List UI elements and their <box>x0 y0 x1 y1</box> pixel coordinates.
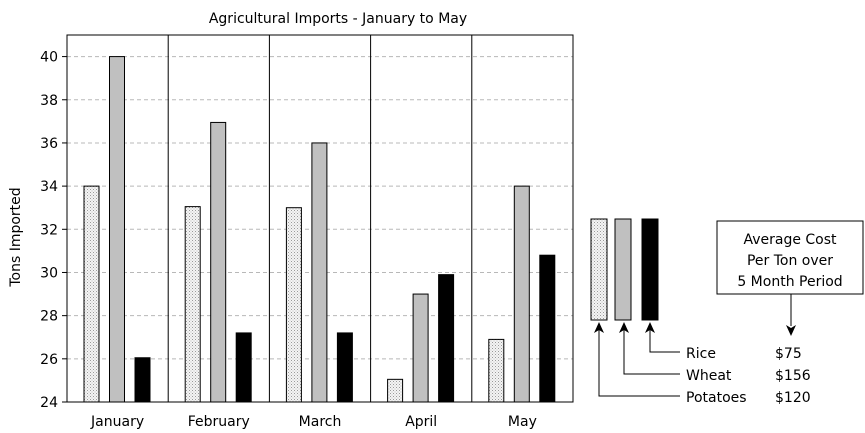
arrow-icon <box>619 322 629 333</box>
legend-swatch-wheat <box>614 218 632 321</box>
x-tick-label: January <box>90 414 144 430</box>
cost-box <box>716 220 864 295</box>
bar-wheat-january <box>109 56 125 403</box>
bar-potatoes-january <box>83 185 100 403</box>
legend-swatch-rice <box>641 218 659 321</box>
legend-leader-potatoes <box>598 326 680 397</box>
y-tick-label: 40 <box>40 50 58 66</box>
arrow-down-icon <box>786 325 796 336</box>
y-tick-label: 24 <box>40 395 58 411</box>
y-tick-label: 34 <box>40 179 58 195</box>
cost-box-line-3: 5 Month Period <box>737 274 842 290</box>
chart-title: Agricultural Imports - January to May <box>209 11 467 27</box>
bar-rice-march <box>336 332 353 403</box>
legend-swatch-potatoes <box>590 218 608 321</box>
y-tick-label: 30 <box>40 265 58 281</box>
legend-leader-rice <box>649 326 680 353</box>
bar-wheat-april <box>412 293 429 403</box>
x-tick-label: February <box>188 414 250 430</box>
bar-potatoes-may <box>488 338 505 403</box>
arrow-icon <box>594 322 604 333</box>
y-axis-label: Tons Imported <box>8 187 24 287</box>
y-tick-label: 36 <box>40 136 58 152</box>
cost-box-line-1: Average Cost <box>743 232 837 248</box>
legend-label-potatoes: Potatoes <box>686 390 747 406</box>
bar-rice-january <box>134 357 151 403</box>
legend-label-wheat: Wheat <box>686 368 732 384</box>
bar-rice-february <box>235 332 252 403</box>
axes: 24 26 28 30 32 34 36 38 40 January February March Ap… <box>40 34 574 430</box>
bar-potatoes-march <box>285 207 302 403</box>
cost-box-line-2: Per Ton over <box>747 253 833 269</box>
bar-wheat-february <box>210 121 227 403</box>
legend-leader-wheat <box>623 326 680 375</box>
bar-wheat-may <box>513 185 530 403</box>
legend-cost-rice: $75 <box>775 346 802 362</box>
bar-rice-april <box>438 274 455 403</box>
legend-label-rice: Rice <box>686 346 716 362</box>
bar-rice-may <box>539 254 556 403</box>
plot-frame <box>66 34 574 403</box>
legend-cost-wheat: $156 <box>775 368 811 384</box>
x-tick-label: April <box>405 414 437 430</box>
bar-potatoes-february <box>184 206 201 403</box>
y-tick-label: 38 <box>40 93 58 109</box>
bar-wheat-march <box>311 142 328 403</box>
x-tick-label: May <box>508 414 537 430</box>
bar-potatoes-april <box>387 378 404 403</box>
x-tick-label: March <box>299 414 342 430</box>
y-tick-label: 32 <box>40 222 58 238</box>
y-tick-label: 28 <box>40 309 58 325</box>
arrow-icon <box>645 322 655 333</box>
legend: Rice Wheat Potatoes $75 $156 $120 Averag… <box>590 218 864 406</box>
legend-cost-potatoes: $120 <box>775 390 811 406</box>
y-tick-label: 26 <box>40 352 58 368</box>
